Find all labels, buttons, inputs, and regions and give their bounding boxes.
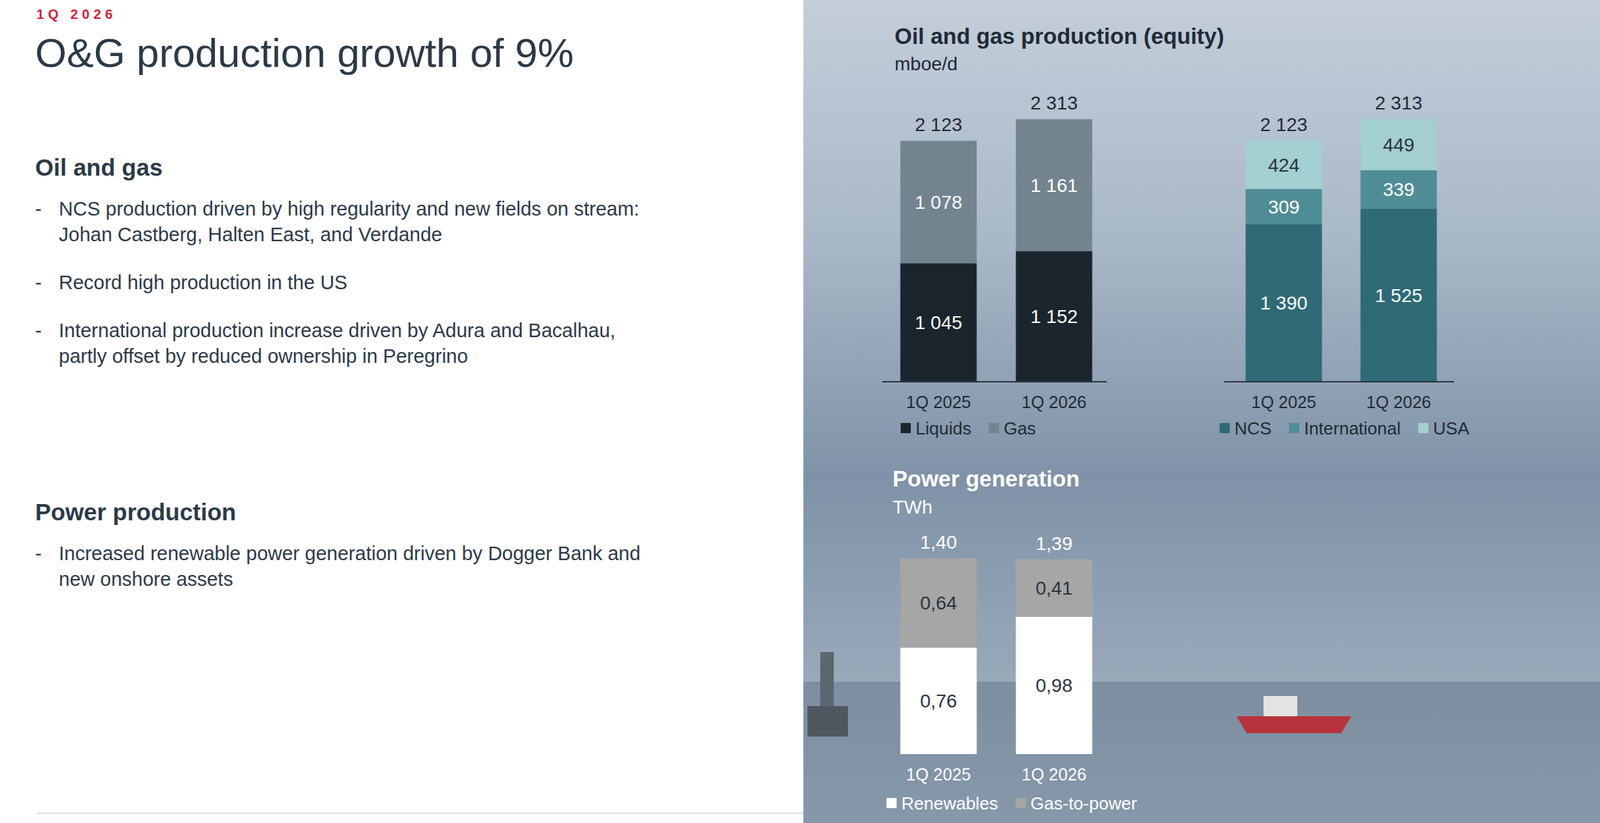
baseline: [882, 381, 1107, 383]
bullet-dash: -: [35, 195, 42, 222]
bullet: -International production increase drive…: [35, 317, 667, 369]
text-panel: 1Q 2026 O&G production growth of 9% Oil an…: [0, 0, 804, 823]
chart-title: Oil and gas production (equity): [894, 23, 1225, 49]
data-label: 1 152: [1030, 306, 1078, 328]
labels: 1 045 1 078 2 123 1Q 2025 1 152 1 161 2 313 1Q …: [906, 92, 1087, 412]
bullet: -Record high production in the US: [35, 269, 667, 296]
section: Power production -Increased renewable pow…: [35, 498, 667, 615]
bullet-dash: -: [35, 269, 42, 296]
chart-title: Power generation: [892, 466, 1080, 492]
data-label: 0,76: [920, 690, 958, 712]
category-label: 1Q 2025: [906, 764, 971, 784]
legend-label: Renewables: [901, 793, 998, 814]
bullet: -NCS production driven by high regularit…: [35, 195, 667, 248]
labels: 0,76 0,64 1,40 1Q 2025 0,98 0,41 1,39 1Q 2026: [906, 531, 1087, 784]
legend-label: International: [1304, 418, 1401, 439]
legend-swatch: [1418, 422, 1429, 434]
legend-swatch: [886, 797, 897, 809]
pier: [807, 706, 848, 737]
total-label: 2 313: [1375, 92, 1423, 114]
bar-segment: [1360, 208, 1438, 382]
ship: [1236, 716, 1352, 734]
data-label: 1 390: [1260, 292, 1308, 314]
labels: 1 390 309 424 2 123 1Q 2025 1 525 339 449 2 313 1…: [1251, 92, 1432, 412]
bullet: -Increased renewable power generation dr…: [35, 540, 667, 592]
total-label: 2 123: [914, 114, 963, 136]
bullet-text: Record high production in the US: [58, 271, 348, 294]
data-label: 0,64: [920, 592, 958, 614]
data-label: 0,98: [1035, 675, 1073, 696]
legend-label: NCS: [1234, 418, 1272, 439]
bullet-dash: -: [35, 540, 42, 567]
bullet-text: Increased renewable power generation dri…: [58, 542, 641, 590]
chart-subtitle: TWh: [892, 496, 933, 518]
legend-label: Gas: [1003, 418, 1036, 439]
legend-label: USA: [1433, 418, 1470, 439]
bars: [1245, 118, 1438, 382]
legend-label: Gas-to-power: [1030, 793, 1138, 814]
chart: Power generationTWh0,760,641,401Q 20250,…: [886, 466, 1138, 814]
legend-swatch: [1289, 422, 1300, 434]
bar-segment: [1245, 223, 1323, 382]
bar-segment: [1016, 616, 1093, 755]
chart-panel: Oil and gas production (equity) mboe/d 1 0…: [0, 0, 1600, 823]
section-heading: Oil and gas: [35, 154, 667, 182]
category-label: 1Q 2025: [906, 392, 971, 412]
bar-segment: [900, 140, 978, 263]
category-label: 1Q 2026: [1021, 392, 1087, 412]
data-label: 0,41: [1035, 577, 1073, 599]
sky: [803, 0, 1600, 683]
bar-segment: [900, 558, 978, 648]
data-label: 339: [1383, 179, 1415, 200]
bar-segment: [1360, 170, 1438, 209]
bar-segment: [1245, 140, 1323, 189]
data-label: 1 078: [914, 191, 963, 213]
bar-segment: [1245, 189, 1323, 225]
section: Oil and gas-NCS production driven by hig…: [35, 154, 667, 392]
footer-rule: [36, 812, 804, 814]
slide-title: O&G production growth of 9%: [35, 29, 574, 77]
legend-swatch: [1015, 797, 1026, 809]
total-label: 1,39: [1035, 533, 1073, 555]
bar-segment: [900, 262, 978, 382]
chart: Oil and gas production (equity) mboe/d 1 0…: [882, 23, 1225, 439]
total-label: 2 123: [1260, 114, 1308, 136]
category-label: 1Q 2026: [1021, 764, 1087, 784]
data-label: 1 161: [1030, 175, 1078, 196]
category-label: 1Q 2025: [1251, 392, 1317, 412]
bar-segment: [1016, 118, 1093, 251]
bar-segment: [1016, 250, 1093, 382]
legend-label: Liquids: [915, 418, 971, 439]
chart-subtitle: mboe/d: [894, 53, 958, 75]
bars: [900, 558, 1093, 755]
total-label: 1,40: [920, 531, 958, 553]
bullet-text: International production increase driven…: [58, 319, 616, 367]
category-label: 1Q 2026: [1366, 392, 1432, 412]
bars: [900, 118, 1093, 382]
bar-segment: [1360, 118, 1438, 170]
legend-swatch: [900, 422, 911, 434]
data-label: 309: [1268, 196, 1300, 218]
data-label: 1 525: [1375, 285, 1423, 307]
bar-segment: [1016, 559, 1093, 617]
baseline: [1224, 381, 1455, 383]
data-label: 424: [1268, 154, 1300, 176]
lighthouse: [820, 652, 834, 713]
data-label: 449: [1383, 134, 1415, 156]
bullet-text: NCS production driven by high regularity…: [58, 197, 640, 246]
data-label: 1 045: [914, 312, 963, 334]
kicker: 1Q 2026: [36, 6, 117, 23]
bar-segment: [900, 647, 978, 755]
bullet-dash: -: [35, 317, 42, 344]
ship-cabin: [1263, 695, 1298, 717]
total-label: 2 313: [1030, 92, 1078, 114]
chart: 1 390 309 424 2 123 1Q 2025 1 525 339 449 2 313 1…: [1219, 92, 1470, 439]
legend-swatch: [988, 422, 999, 434]
section-heading: Power production: [35, 498, 667, 526]
legend-swatch: [1219, 422, 1230, 434]
